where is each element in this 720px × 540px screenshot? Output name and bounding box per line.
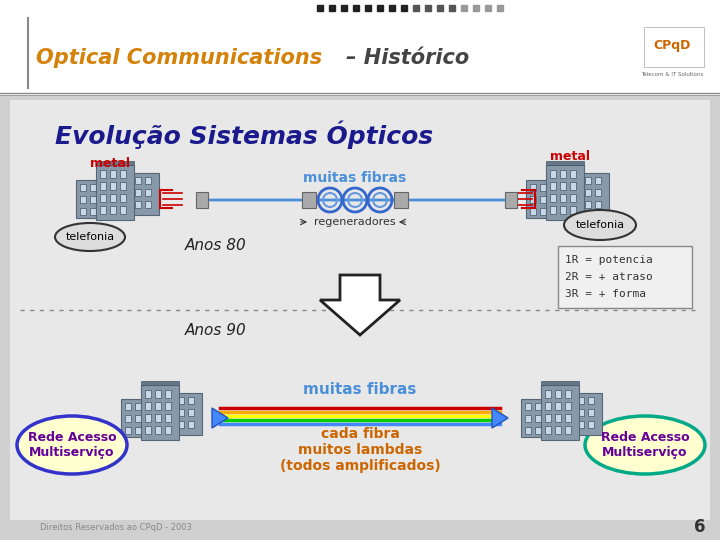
Bar [585, 177, 591, 184]
Text: 1R = potencia: 1R = potencia [565, 255, 653, 265]
Bar [588, 421, 594, 428]
Bar [565, 402, 571, 410]
Bar [100, 182, 106, 190]
Text: 6: 6 [694, 518, 706, 536]
FancyBboxPatch shape [0, 0, 720, 95]
Bar [560, 182, 566, 190]
Bar [545, 402, 551, 410]
Bar [89, 184, 96, 191]
Bar [570, 206, 576, 214]
Bar [125, 427, 130, 434]
Bar [570, 182, 576, 190]
FancyBboxPatch shape [131, 173, 159, 215]
FancyBboxPatch shape [558, 246, 692, 308]
FancyBboxPatch shape [174, 393, 202, 435]
Bar [570, 194, 576, 202]
Bar [546, 161, 584, 165]
Bar [550, 182, 556, 190]
Text: Optical Communications: Optical Communications [36, 48, 322, 68]
Text: regeneradores: regeneradores [314, 217, 396, 227]
FancyBboxPatch shape [141, 385, 179, 440]
Bar [120, 206, 126, 214]
Bar [588, 409, 594, 416]
Bar [100, 206, 106, 214]
Bar [135, 415, 140, 422]
Bar [560, 206, 566, 214]
Bar [155, 426, 161, 434]
Bar [120, 170, 126, 178]
Bar [178, 421, 184, 428]
Text: cada fibra
muitos lambdas
(todos amplificados): cada fibra muitos lambdas (todos amplifi… [279, 427, 441, 473]
FancyBboxPatch shape [76, 180, 101, 218]
Text: – Histórico: – Histórico [346, 48, 469, 68]
Text: CPqD: CPqD [653, 38, 690, 51]
Bar [588, 397, 594, 404]
Bar [145, 177, 151, 184]
Bar [529, 208, 536, 215]
Bar [120, 194, 126, 202]
Bar [165, 402, 171, 410]
Bar [135, 403, 140, 410]
Bar [555, 402, 561, 410]
Polygon shape [492, 408, 508, 428]
Bar [188, 409, 194, 416]
Bar [578, 397, 584, 404]
Text: muitas fibras: muitas fibras [303, 171, 407, 185]
Text: 3R = + forma: 3R = + forma [565, 289, 646, 299]
Bar [524, 415, 531, 422]
Bar [505, 192, 517, 208]
Bar [555, 414, 561, 422]
Bar [578, 409, 584, 416]
FancyBboxPatch shape [96, 165, 134, 220]
Ellipse shape [564, 210, 636, 240]
Bar [555, 390, 561, 398]
Bar [100, 194, 106, 202]
Bar [541, 381, 579, 385]
Bar [110, 194, 116, 202]
Bar [141, 381, 179, 385]
Bar [555, 426, 561, 434]
Ellipse shape [55, 223, 125, 251]
Bar [578, 421, 584, 428]
FancyBboxPatch shape [521, 399, 546, 437]
FancyBboxPatch shape [526, 180, 551, 218]
Bar [565, 414, 571, 422]
FancyBboxPatch shape [120, 399, 145, 437]
FancyBboxPatch shape [581, 173, 609, 215]
Bar [135, 201, 141, 208]
Bar [196, 192, 208, 208]
Bar [545, 426, 551, 434]
Bar [125, 403, 130, 410]
Bar [155, 390, 161, 398]
Bar [145, 189, 151, 196]
Polygon shape [320, 275, 400, 335]
Text: telefonia: telefonia [66, 232, 114, 242]
Bar [145, 390, 151, 398]
Bar [188, 421, 194, 428]
Bar [165, 390, 171, 398]
Bar [302, 192, 316, 208]
Bar [79, 184, 86, 191]
Bar [534, 403, 541, 410]
Bar [145, 426, 151, 434]
Bar [188, 397, 194, 404]
Bar [100, 170, 106, 178]
Bar [178, 397, 184, 404]
Bar [585, 189, 591, 196]
FancyBboxPatch shape [541, 385, 579, 440]
Bar [110, 206, 116, 214]
Bar [539, 184, 546, 191]
Text: metal: metal [90, 157, 130, 170]
Bar [89, 208, 96, 215]
Bar [394, 192, 408, 208]
Text: Anos 90: Anos 90 [185, 323, 247, 338]
Bar [550, 206, 556, 214]
Bar [595, 177, 601, 184]
Bar [539, 208, 546, 215]
Bar [524, 427, 531, 434]
Bar [79, 208, 86, 215]
Text: telefonia: telefonia [575, 220, 624, 230]
Bar [560, 170, 566, 178]
FancyBboxPatch shape [644, 27, 704, 67]
